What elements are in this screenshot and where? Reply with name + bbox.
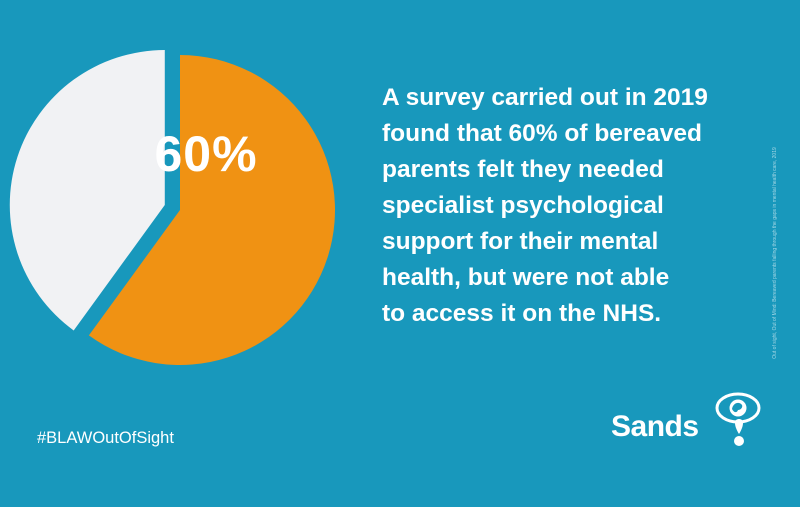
headline-line: to access it on the NHS.: [382, 300, 662, 327]
pie-slice-label-60: 60%: [154, 126, 258, 182]
headline-line: specialist psychological: [382, 192, 664, 219]
pie-slices: [9, 50, 336, 365]
sands-eye-tear-icon: [715, 392, 761, 446]
logo-text: Sands: [611, 410, 699, 443]
pie-slice-40: [9, 50, 165, 331]
headline-line: parents felt they needed: [382, 156, 664, 183]
hashtag: #BLAWOutOfSight: [37, 429, 174, 447]
headline-line: health, but were not able: [382, 264, 670, 291]
headline-line: support for their mental: [382, 228, 659, 255]
headline-line: found that 60% of bereaved: [382, 120, 702, 147]
source-note: Out of sight, Out of Mind: Bereaved pare…: [772, 147, 778, 359]
sands-logo: Sands: [600, 388, 770, 458]
pie-slice-60: [88, 55, 336, 365]
headline-line: A survey carried out in 2019: [382, 84, 708, 111]
headline-text: A survey carried out in 2019 found that …: [382, 80, 762, 332]
